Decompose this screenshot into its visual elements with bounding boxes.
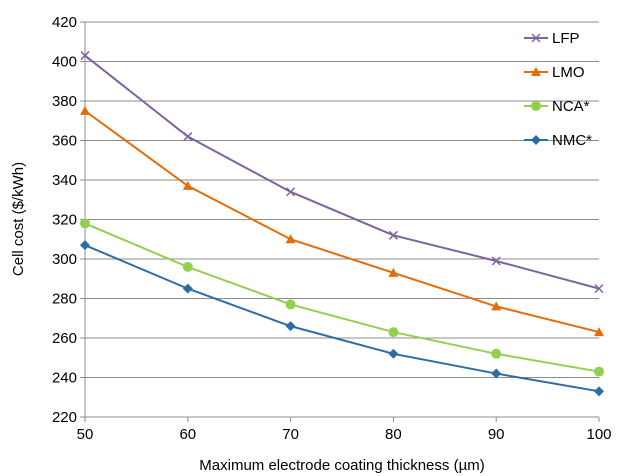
legend-marker-lmo <box>531 67 541 76</box>
y-tick-label-420: 420 <box>52 14 77 31</box>
legend-item-lfp: LFP <box>524 30 580 47</box>
y-tick-label-220: 220 <box>52 409 77 426</box>
x-tick-label-100: 100 <box>586 426 611 443</box>
y-tick-label-280: 280 <box>52 291 77 308</box>
data-point-lmo-90 <box>491 301 502 311</box>
data-point-lfp-90 <box>491 256 501 266</box>
series-lfp <box>80 51 604 294</box>
x-tick-label-80: 80 <box>385 426 402 443</box>
legend-label-nmc: NMC* <box>552 132 592 149</box>
data-point-nmc-70 <box>285 321 296 332</box>
y-tick-label-300: 300 <box>52 251 77 268</box>
data-point-lfp-50-stroke-b <box>80 51 90 61</box>
legend-label-lfp: LFP <box>552 30 580 47</box>
y-axis-label: Cell cost ($/kWh) <box>10 162 27 276</box>
data-point-lfp-70 <box>286 187 296 197</box>
legend-marker-lfp <box>531 33 541 43</box>
series-lmo <box>80 105 604 337</box>
legend-item-nmc: NMC* <box>524 132 592 149</box>
data-point-lfp-60 <box>183 132 193 142</box>
data-point-nmc-90 <box>491 368 502 379</box>
legend-label-nca: NCA* <box>552 98 590 115</box>
y-axis-ticks: 220 240 260 280 300 320 340 360 380 400 420 <box>52 14 85 426</box>
data-point-lfp-80 <box>388 230 398 240</box>
data-point-lmo-50 <box>80 105 90 115</box>
y-tick-label-400: 400 <box>52 54 77 71</box>
y-tick-label-340: 340 <box>52 172 77 189</box>
y-tick-label-380: 380 <box>52 93 77 110</box>
series-line-nmc <box>84 244 600 393</box>
y-tick-label-260: 260 <box>52 330 77 347</box>
x-tick-label-50: 50 <box>77 426 94 443</box>
data-point-nmc-80 <box>388 348 399 359</box>
data-point-lmo-80 <box>388 267 399 277</box>
series-line-lmo <box>84 110 600 334</box>
series-nca <box>80 218 604 377</box>
data-point-lfp-90-stroke-b <box>491 256 501 266</box>
data-point-lfp-100 <box>594 284 604 294</box>
data-point-nmc-100 <box>594 386 604 397</box>
y-tick-label-240: 240 <box>52 370 77 387</box>
legend-marker-nca <box>531 101 541 111</box>
series-group <box>80 51 604 397</box>
y-tick-label-320: 320 <box>52 212 77 229</box>
legend: LFP LMO NCA* NMC* <box>524 30 592 149</box>
data-point-lmo-100 <box>594 327 604 337</box>
series-nmc <box>80 240 604 397</box>
x-tick-label-90: 90 <box>488 426 505 443</box>
data-point-lfp-80-stroke-b <box>388 230 398 240</box>
data-point-nca-60 <box>182 261 193 272</box>
data-point-nca-90 <box>491 348 502 359</box>
x-axis-label: Maximum electrode coating thickness (µm) <box>199 457 484 474</box>
data-point-nca-80 <box>388 327 399 338</box>
y-tick-label-360: 360 <box>52 133 77 150</box>
legend-item-nca: NCA* <box>524 98 590 115</box>
x-tick-label-60: 60 <box>179 426 196 443</box>
data-point-nca-100 <box>594 366 604 377</box>
data-point-lmo-60 <box>182 180 193 190</box>
legend-marker-lfp-stroke-b <box>531 33 541 43</box>
data-point-lfp-100-stroke-b <box>594 284 604 294</box>
x-tick-label-70: 70 <box>282 426 299 443</box>
legend-label-lmo: LMO <box>552 64 585 81</box>
data-point-nca-50 <box>80 218 90 229</box>
data-point-lmo-70 <box>285 234 296 244</box>
series-line-lfp <box>84 54 600 290</box>
gridlines <box>85 21 599 378</box>
data-point-nca-70 <box>285 299 296 310</box>
data-point-lfp-70-stroke-b <box>286 187 296 197</box>
legend-marker-nmc <box>531 135 541 145</box>
legend-item-lmo: LMO <box>524 64 585 81</box>
data-point-nmc-60 <box>182 283 193 294</box>
data-point-nmc-50 <box>80 240 90 251</box>
x-axis-ticks: 50 60 70 80 90 100 <box>77 417 612 443</box>
data-point-lfp-50 <box>80 51 90 61</box>
data-point-lfp-60-stroke-b <box>183 132 193 142</box>
series-line-nca <box>84 222 600 373</box>
